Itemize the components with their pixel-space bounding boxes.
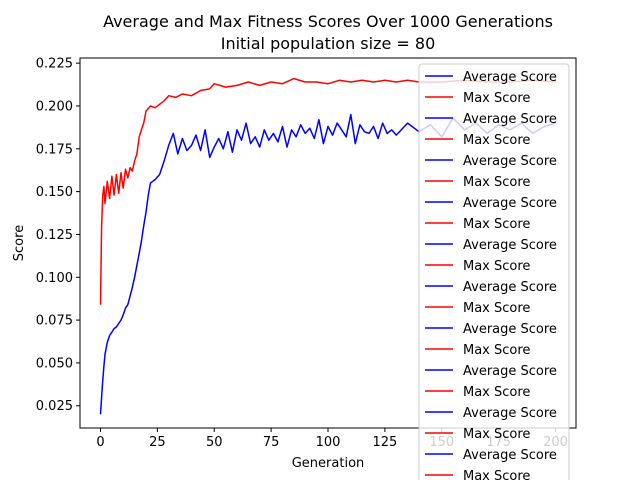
x-axis-label: Generation [292,456,365,471]
series-line-average-score [99,113,556,415]
legend-label: Max Score [463,301,530,316]
legend: Average Score Max Score Average Score Max S… [418,63,570,480]
legend-label: Max Score [463,91,530,106]
legend-label: Max Score [463,427,530,442]
y-tick-label: 0.025 [36,399,73,414]
legend-label: Max Score [463,217,530,232]
x-tick-label: 0 [96,435,104,450]
legend-label: Max Score [463,469,530,480]
y-tick-label: 0.075 [36,314,73,329]
y-tick-label: 0.150 [36,185,73,200]
x-tick-label: 75 [263,435,280,450]
y-tick-label: 0.200 [36,99,73,114]
legend-label: Average Score [463,70,557,85]
chart-title: Average and Max Fitness Scores Over 1000… [103,12,553,31]
legend-label: Average Score [463,322,557,337]
y-axis-label: Score [12,225,27,261]
y-tick-label: 0.050 [36,356,73,371]
legend-label: Average Score [463,196,557,211]
legend-label: Average Score [463,448,557,463]
x-tick-label: 25 [149,435,166,450]
legend-label: Average Score [463,280,557,295]
legend-frame [418,63,570,480]
y-axis-ticks: 0.025 0.050 0.075 0.100 0.125 0.150 0.175 0.200… [36,57,80,414]
legend-label: Average Score [463,238,557,253]
y-tick-label: 0.225 [36,57,73,72]
series-line-max-score [99,77,556,305]
x-tick-label: 125 [372,435,397,450]
legend-label: Max Score [463,133,530,148]
legend-label: Max Score [463,343,530,358]
x-tick-label: 50 [206,435,223,450]
legend-label: Average Score [463,364,557,379]
x-tick-label: 100 [316,435,341,450]
legend-label: Max Score [463,385,530,400]
y-tick-label: 0.125 [36,228,73,243]
chart-subtitle: Initial population size = 80 [221,34,436,53]
y-tick-label: 0.175 [36,142,73,157]
legend-label: Max Score [463,259,530,274]
y-tick-label: 0.100 [36,271,73,286]
legend-label: Average Score [463,112,557,127]
legend-label: Average Score [463,154,557,169]
series-group [99,77,556,415]
legend-label: Max Score [463,175,530,190]
legend-label: Average Score [463,406,557,421]
